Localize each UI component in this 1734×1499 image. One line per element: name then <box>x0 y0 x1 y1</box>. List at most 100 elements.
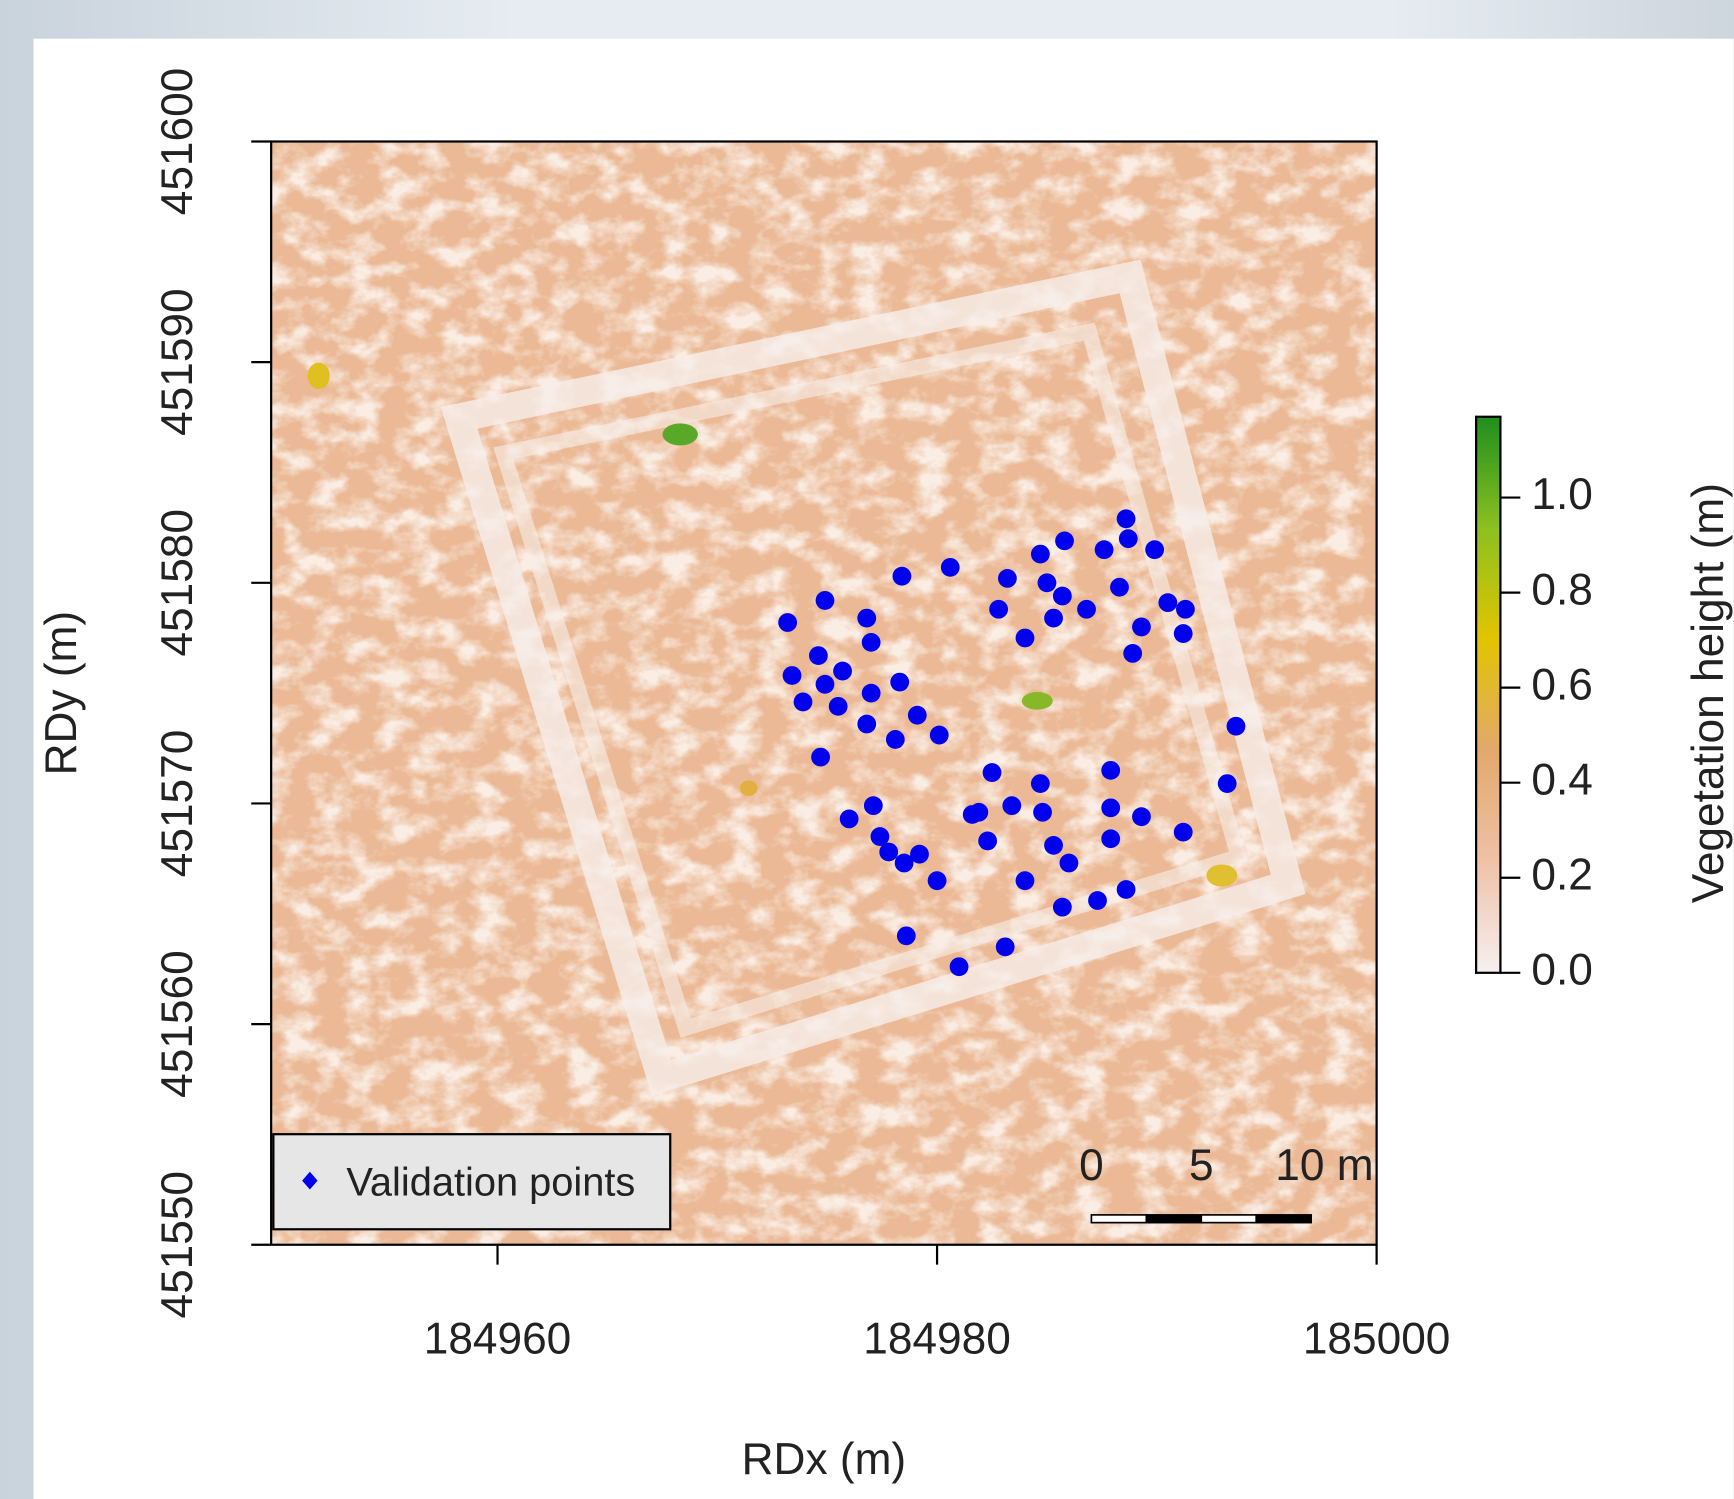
point <box>1030 544 1050 564</box>
scale-bar-segment <box>1090 1214 1148 1224</box>
point <box>940 557 960 577</box>
point <box>998 568 1017 588</box>
vegetation-patch <box>307 362 330 390</box>
colorbar <box>1475 415 1502 974</box>
vegetation-patch <box>1021 692 1053 710</box>
point <box>1052 897 1072 917</box>
point <box>982 763 1002 782</box>
point <box>1037 573 1057 593</box>
x-tick-label: 184980 <box>863 1315 1011 1364</box>
point <box>879 842 899 862</box>
legend-label: Validation points <box>346 1161 635 1205</box>
y-tick-label: 451560 <box>153 950 202 1098</box>
point <box>907 705 927 725</box>
point <box>1217 774 1237 793</box>
point <box>1226 716 1246 736</box>
legend: Validation points <box>272 1133 672 1231</box>
point <box>1173 624 1193 643</box>
point <box>793 692 813 712</box>
point <box>1059 853 1079 873</box>
point <box>894 853 914 873</box>
point <box>1015 871 1035 891</box>
point <box>815 591 835 610</box>
colorbar-tick-label: 0.4 <box>1531 755 1592 804</box>
scale-bar-label: 10 m <box>1275 1141 1373 1190</box>
point <box>1116 880 1136 899</box>
point <box>989 599 1009 619</box>
point <box>949 957 969 977</box>
point <box>1044 608 1063 628</box>
y-tick-label: 451580 <box>153 509 202 657</box>
point <box>885 730 905 749</box>
y-tick-label: 451600 <box>153 68 202 216</box>
point <box>1132 807 1151 827</box>
colorbar-tick-label: 0.2 <box>1531 850 1592 899</box>
point <box>962 805 982 824</box>
point <box>811 747 830 767</box>
legend-box <box>272 1133 672 1231</box>
y-tick-label: 451590 <box>153 288 202 436</box>
legend-marker <box>302 1171 318 1190</box>
x-axis-label: RDx (m) <box>742 1435 907 1484</box>
vegetation-patch <box>1206 864 1238 887</box>
point <box>1033 802 1052 822</box>
point <box>1116 509 1136 529</box>
point <box>1002 796 1022 816</box>
vegetation-patch <box>662 423 698 446</box>
point <box>1055 531 1074 551</box>
point <box>861 683 881 703</box>
scale-bar-label: 5 <box>1189 1141 1214 1190</box>
point <box>1145 540 1165 560</box>
point <box>863 796 883 816</box>
point <box>1118 529 1138 549</box>
scale-bar-label: 0 <box>1079 1141 1104 1190</box>
point <box>861 632 881 652</box>
vegetation-patch <box>739 780 758 796</box>
point <box>1176 599 1195 619</box>
point <box>995 937 1015 957</box>
point <box>1077 599 1096 619</box>
point <box>1015 628 1035 648</box>
colorbar-tick-label: 0.0 <box>1531 945 1592 994</box>
scale-bar-segment <box>1200 1214 1258 1224</box>
x-tick-label: 185000 <box>1303 1315 1451 1364</box>
point <box>1132 617 1151 637</box>
x-tick-label: 184960 <box>424 1315 572 1364</box>
enclosure-outline <box>440 259 1306 1096</box>
point <box>1052 586 1072 606</box>
colorbar-label: Vegetation height (m) <box>1684 483 1733 903</box>
point <box>1101 798 1121 818</box>
point <box>1044 835 1063 855</box>
point <box>808 646 828 666</box>
point <box>1088 891 1107 910</box>
point <box>857 714 877 734</box>
point <box>1123 644 1143 663</box>
point <box>1110 577 1129 597</box>
point <box>890 672 910 692</box>
point <box>1101 829 1121 849</box>
y-axis-label: RDy (m) <box>37 611 86 776</box>
plot-frame <box>270 140 1378 1246</box>
point <box>857 608 877 628</box>
point <box>1173 822 1193 842</box>
point <box>892 566 912 586</box>
point <box>927 871 947 891</box>
point <box>828 696 848 716</box>
point <box>910 844 929 864</box>
point <box>815 674 835 694</box>
point <box>782 666 802 685</box>
y-tick-label: 451570 <box>153 730 202 878</box>
point <box>1030 774 1050 793</box>
point <box>978 831 998 851</box>
point <box>1094 540 1114 560</box>
point <box>896 926 916 946</box>
point <box>929 725 949 745</box>
point <box>778 613 798 632</box>
y-tick-label: 451550 <box>153 1171 202 1319</box>
point <box>839 809 859 829</box>
series <box>778 509 1246 977</box>
scale-bar-segment <box>1255 1214 1313 1224</box>
point <box>833 661 852 681</box>
